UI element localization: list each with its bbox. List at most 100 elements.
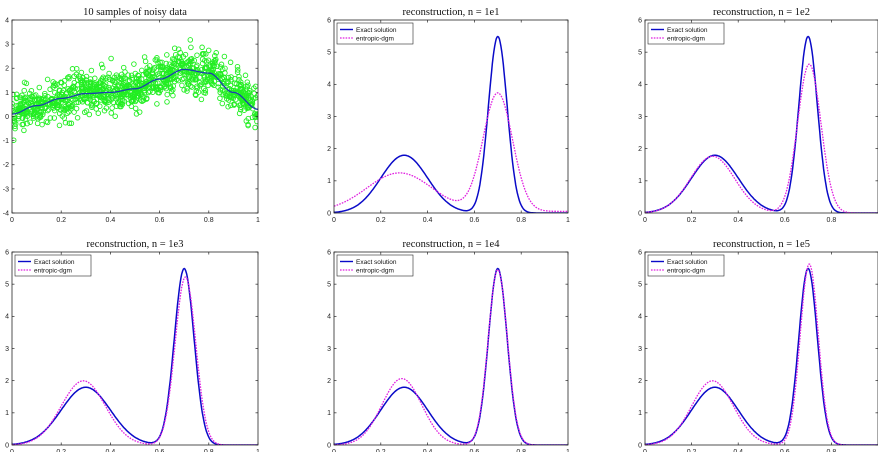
y-tick-label: 4 (327, 314, 331, 321)
chart-panel-3: reconstruction, n = 1e2 0 0.2 0.4 0.6 0.8 0 1 2 3… (638, 7, 878, 224)
sample-point (164, 52, 170, 58)
sample-point (15, 115, 22, 122)
sample-point (246, 88, 253, 94)
entropic-dgm-line (645, 63, 878, 213)
sample-point (108, 55, 114, 62)
legend-label: entropic-dgm (667, 35, 705, 42)
sample-point (96, 84, 102, 90)
y-tick-label: 5 (5, 282, 9, 289)
sample-point (192, 76, 199, 83)
sample-point (159, 64, 165, 70)
y-tick-label: 4 (5, 17, 9, 24)
sample-point (30, 115, 37, 121)
sample-point (69, 102, 76, 108)
sample-point (102, 97, 109, 104)
sample-point (89, 86, 96, 93)
sample-point (49, 104, 56, 110)
legend-label: Exact solution (667, 259, 708, 266)
sample-point (120, 64, 127, 71)
sample-point (32, 101, 39, 108)
y-tick-label: 6 (327, 17, 331, 24)
sample-point (112, 113, 118, 119)
x-tick-label: 0.4 (423, 217, 433, 224)
sample-point (238, 86, 245, 92)
sample-point (127, 92, 134, 98)
legend-label: Exact solution (34, 259, 75, 266)
sample-point (205, 47, 212, 54)
chart-title: 10 samples of noisy data (83, 7, 187, 18)
sample-point (12, 118, 17, 124)
y-tick-label: -4 (3, 210, 9, 217)
y-tick-label: -1 (3, 138, 9, 145)
chart-panel-2: reconstruction, n = 1e1 0 0.2 0.4 0.6 0.8 1 0 1 2… (327, 7, 570, 224)
sample-point (102, 81, 109, 87)
x-tick-label: 0 (643, 449, 647, 452)
x-tick-label: 0.8 (827, 449, 837, 452)
sample-point (92, 75, 98, 82)
legend-label: Exact solution (356, 27, 397, 34)
sample-point (136, 109, 143, 115)
y-tick-label: 2 (638, 378, 642, 385)
sample-point (194, 52, 200, 58)
entropic-dgm-line (334, 92, 568, 213)
sample-point (36, 84, 43, 91)
sample-point (88, 67, 95, 74)
sample-point (249, 114, 256, 121)
sample-point (94, 100, 100, 107)
sample-point (247, 102, 254, 109)
sample-point (128, 90, 134, 96)
sample-point (22, 116, 29, 122)
sample-point (147, 88, 153, 95)
sample-point (73, 105, 80, 112)
sample-point (44, 76, 51, 83)
chart-title: reconstruction, n = 1e1 (403, 7, 500, 18)
sample-point (207, 75, 214, 81)
y-tick-label: 4 (638, 82, 642, 89)
y-tick-label: 5 (638, 50, 642, 57)
sample-point (173, 76, 180, 83)
x-tick-label: 0.8 (516, 449, 526, 452)
y-tick-label: 1 (638, 410, 642, 417)
x-tick-label: 0.8 (516, 217, 526, 224)
y-tick-label: 6 (638, 249, 642, 256)
sample-point (99, 64, 106, 71)
sample-point (118, 80, 124, 87)
legend-box (647, 22, 725, 45)
sample-point (129, 75, 136, 81)
y-tick-label: 0 (327, 210, 331, 217)
sample-point (68, 103, 75, 109)
plot-area (645, 35, 878, 213)
x-tick-label: 0 (332, 449, 336, 452)
sample-point (181, 87, 187, 93)
sample-point (145, 89, 152, 96)
sample-point (21, 87, 27, 94)
sample-point (217, 95, 223, 102)
sample-point (225, 103, 231, 110)
y-tick-label: 3 (638, 346, 642, 353)
sample-point (149, 89, 156, 95)
sample-point (141, 54, 148, 60)
sample-point (238, 79, 244, 85)
sample-point (167, 83, 174, 89)
y-tick-label: 2 (327, 378, 331, 385)
axes-box (644, 19, 878, 214)
legend-label: Exact solution (667, 27, 708, 34)
sample-point (69, 66, 76, 72)
sample-point (218, 61, 225, 68)
x-tick-label: 0.4 (423, 449, 433, 452)
sample-point (39, 121, 45, 128)
y-tick-label: 3 (638, 114, 642, 121)
sample-point (125, 72, 131, 78)
sample-point (239, 88, 246, 95)
y-tick-label: 0 (5, 442, 9, 449)
sample-point (231, 101, 237, 107)
sample-point (197, 82, 203, 89)
sample-point (154, 57, 160, 63)
x-tick-label: 0.6 (470, 449, 480, 452)
sample-point (115, 82, 121, 88)
sample-point (203, 51, 209, 57)
sample-point (12, 112, 17, 118)
x-tick-label: 1 (256, 449, 260, 452)
